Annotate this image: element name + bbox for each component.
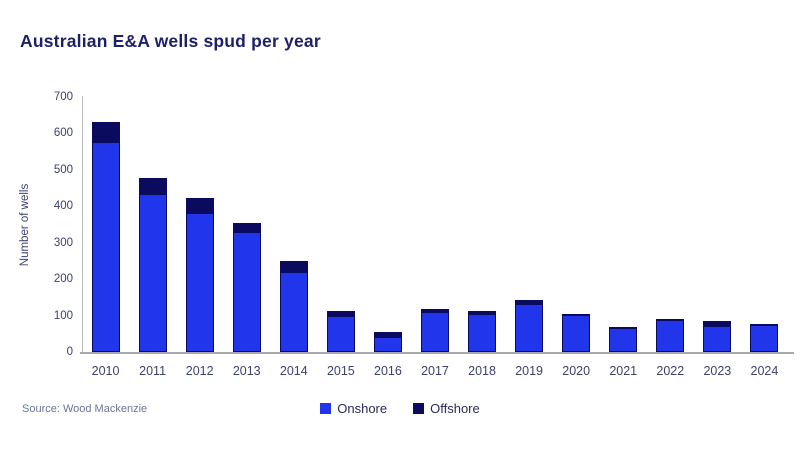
legend: Onshore Offshore [0, 401, 800, 416]
y-tick-700: 700 [53, 91, 73, 103]
x-axis-line [80, 352, 794, 354]
onshore-segment-2023 [704, 327, 731, 351]
onshore-segment-2020 [563, 316, 590, 351]
bar-2019 [515, 300, 544, 352]
y-tick-0: 0 [66, 346, 73, 358]
offshore-segment-2020 [563, 315, 590, 316]
bar-2012 [185, 198, 214, 352]
y-axis-title: Number of wells [19, 183, 31, 266]
bar-group-2024: 2024 [741, 97, 788, 378]
bars-container: 2010 2011 2012 2013 2014 2015 2016 2017 2018 2019… [82, 97, 788, 378]
bar-group-2019: 2019 [506, 97, 553, 378]
bar-2023 [703, 321, 732, 352]
bar-group-2018: 2018 [459, 97, 506, 378]
y-tick-400: 400 [53, 200, 73, 213]
bar-2022 [656, 319, 685, 352]
onshore-segment-2017 [421, 313, 448, 351]
offshore-segment-2018 [469, 312, 496, 315]
offshore-segment-2014 [280, 262, 307, 273]
offshore-segment-2019 [516, 301, 543, 305]
bar-2020 [562, 314, 591, 352]
onshore-segment-2010 [92, 143, 119, 351]
onshore-segment-2015 [327, 317, 354, 351]
bar-group-2010: 2010 [82, 97, 129, 378]
bar-group-2016: 2016 [364, 97, 411, 378]
offshore-segment-2011 [139, 179, 166, 195]
x-tick-2017: 2017 [421, 364, 449, 378]
offshore-segment-2023 [704, 322, 731, 327]
onshore-segment-2016 [374, 338, 401, 351]
bar-group-2022: 2022 [647, 97, 694, 378]
bar-group-2020: 2020 [553, 97, 600, 378]
x-tick-2019: 2019 [515, 364, 543, 378]
onshore-segment-2012 [186, 214, 213, 351]
offshore-segment-2012 [186, 199, 213, 214]
legend-item-onshore: Onshore [320, 401, 387, 416]
y-axis-line [82, 96, 83, 354]
x-tick-2022: 2022 [656, 364, 685, 378]
bar-group-2015: 2015 [317, 97, 364, 378]
legend-item-offshore: Offshore [413, 401, 480, 416]
bar-2014 [279, 261, 308, 352]
onshore-segment-2022 [657, 321, 684, 351]
plot-area: Number of wells 2010 2011 2012 2013 2014 2015… [19, 91, 794, 378]
offshore-segment-2024 [751, 325, 778, 326]
offshore-segment-2010 [92, 123, 119, 143]
onshore-segment-2019 [516, 305, 543, 351]
onshore-segment-2013 [233, 233, 260, 351]
y-tick-100: 100 [53, 309, 73, 322]
offshore-segment-2022 [657, 320, 684, 321]
x-tick-2010: 2010 [91, 364, 120, 378]
page-title: Australian E&A wells spud per year [20, 31, 321, 51]
x-tick-2013: 2013 [232, 364, 261, 378]
bar-2021 [609, 327, 638, 352]
y-tick-500: 500 [53, 163, 73, 176]
legend-swatch-onshore [320, 403, 332, 414]
x-tick-2015: 2015 [326, 364, 355, 378]
offshore-segment-2015 [327, 312, 354, 317]
bar-2016 [373, 332, 402, 352]
x-tick-2020: 2020 [562, 364, 591, 378]
offshore-segment-2016 [374, 333, 401, 338]
bar-2011 [138, 178, 167, 352]
onshore-segment-2014 [280, 273, 307, 351]
bar-group-2023: 2023 [694, 97, 741, 378]
bar-group-2012: 2012 [176, 97, 223, 378]
bar-group-2013: 2013 [223, 97, 270, 378]
x-tick-2016: 2016 [374, 364, 402, 378]
onshore-segment-2021 [610, 329, 637, 351]
bar-2015 [326, 311, 355, 352]
bar-2018 [468, 311, 497, 352]
onshore-segment-2018 [469, 315, 496, 351]
bar-group-2017: 2017 [411, 97, 458, 378]
legend-label-offshore: Offshore [430, 401, 480, 416]
y-tick-300: 300 [53, 236, 73, 249]
offshore-segment-2017 [421, 310, 448, 313]
source-note: Source: Wood Mackenzie [22, 403, 148, 415]
offshore-segment-2013 [233, 224, 260, 233]
bar-2013 [232, 223, 261, 352]
x-tick-2011: 2011 [139, 364, 167, 378]
onshore-segment-2011 [139, 195, 166, 351]
bar-2017 [420, 309, 449, 352]
bar-2024 [750, 324, 779, 352]
y-tick-200: 200 [53, 273, 73, 286]
bar-group-2021: 2021 [600, 97, 647, 378]
legend-label-onshore: Onshore [337, 401, 388, 416]
x-tick-2014: 2014 [279, 364, 308, 378]
x-tick-2024: 2024 [750, 364, 779, 378]
bar-group-2011: 2011 [129, 97, 176, 378]
x-tick-2023: 2023 [703, 364, 732, 378]
x-tick-2021: 2021 [609, 364, 638, 378]
x-tick-2012: 2012 [185, 364, 214, 378]
bar-2010 [91, 122, 120, 352]
offshore-segment-2021 [610, 328, 637, 329]
y-tick-600: 600 [53, 127, 73, 140]
legend-swatch-offshore [413, 403, 425, 414]
bar-group-2014: 2014 [270, 97, 317, 378]
onshore-segment-2024 [751, 326, 778, 351]
x-tick-2018: 2018 [468, 364, 496, 378]
